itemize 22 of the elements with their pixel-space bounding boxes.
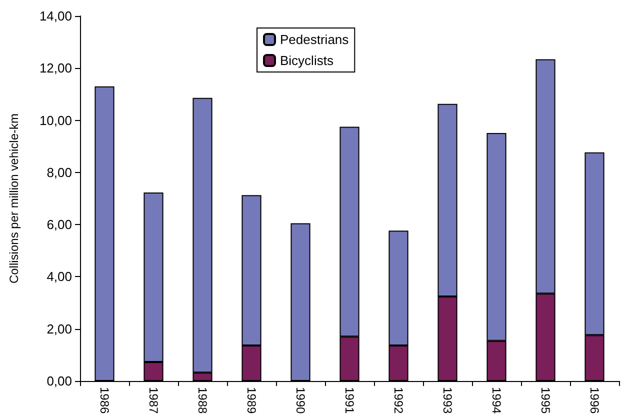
x-tick-label: 1993 (440, 387, 454, 414)
y-tick-label: 2,00 (46, 321, 72, 336)
legend-label: Bicyclists (280, 53, 334, 68)
y-tick-label: 6,00 (46, 217, 72, 232)
x-tick-label: 1994 (490, 387, 504, 414)
x-tick-label: 1987 (146, 387, 160, 414)
x-tick-label: 1995 (538, 387, 552, 414)
y-tick-label: 12,00 (39, 60, 72, 76)
x-tick-label: 1986 (98, 387, 112, 414)
y-tick-label: 8,00 (46, 164, 72, 180)
y-axis-title: Collisions per million vehicle-km (7, 113, 21, 284)
x-tick-label: 1992 (392, 387, 406, 414)
y-tick-label: 0,00 (46, 374, 72, 388)
x-tick-label: 1988 (196, 387, 210, 414)
y-tick-label: 14,00 (39, 8, 72, 24)
x-tick-label: 1990 (294, 387, 308, 414)
legend-label: Pedestrians (280, 32, 350, 47)
x-tick-label: 1996 (588, 387, 602, 414)
x-tick-label: 1991 (342, 387, 356, 414)
y-tick-label: 10,00 (39, 112, 72, 128)
x-tick-label: 1989 (244, 387, 258, 414)
y-tick-label: 4,00 (46, 269, 72, 284)
